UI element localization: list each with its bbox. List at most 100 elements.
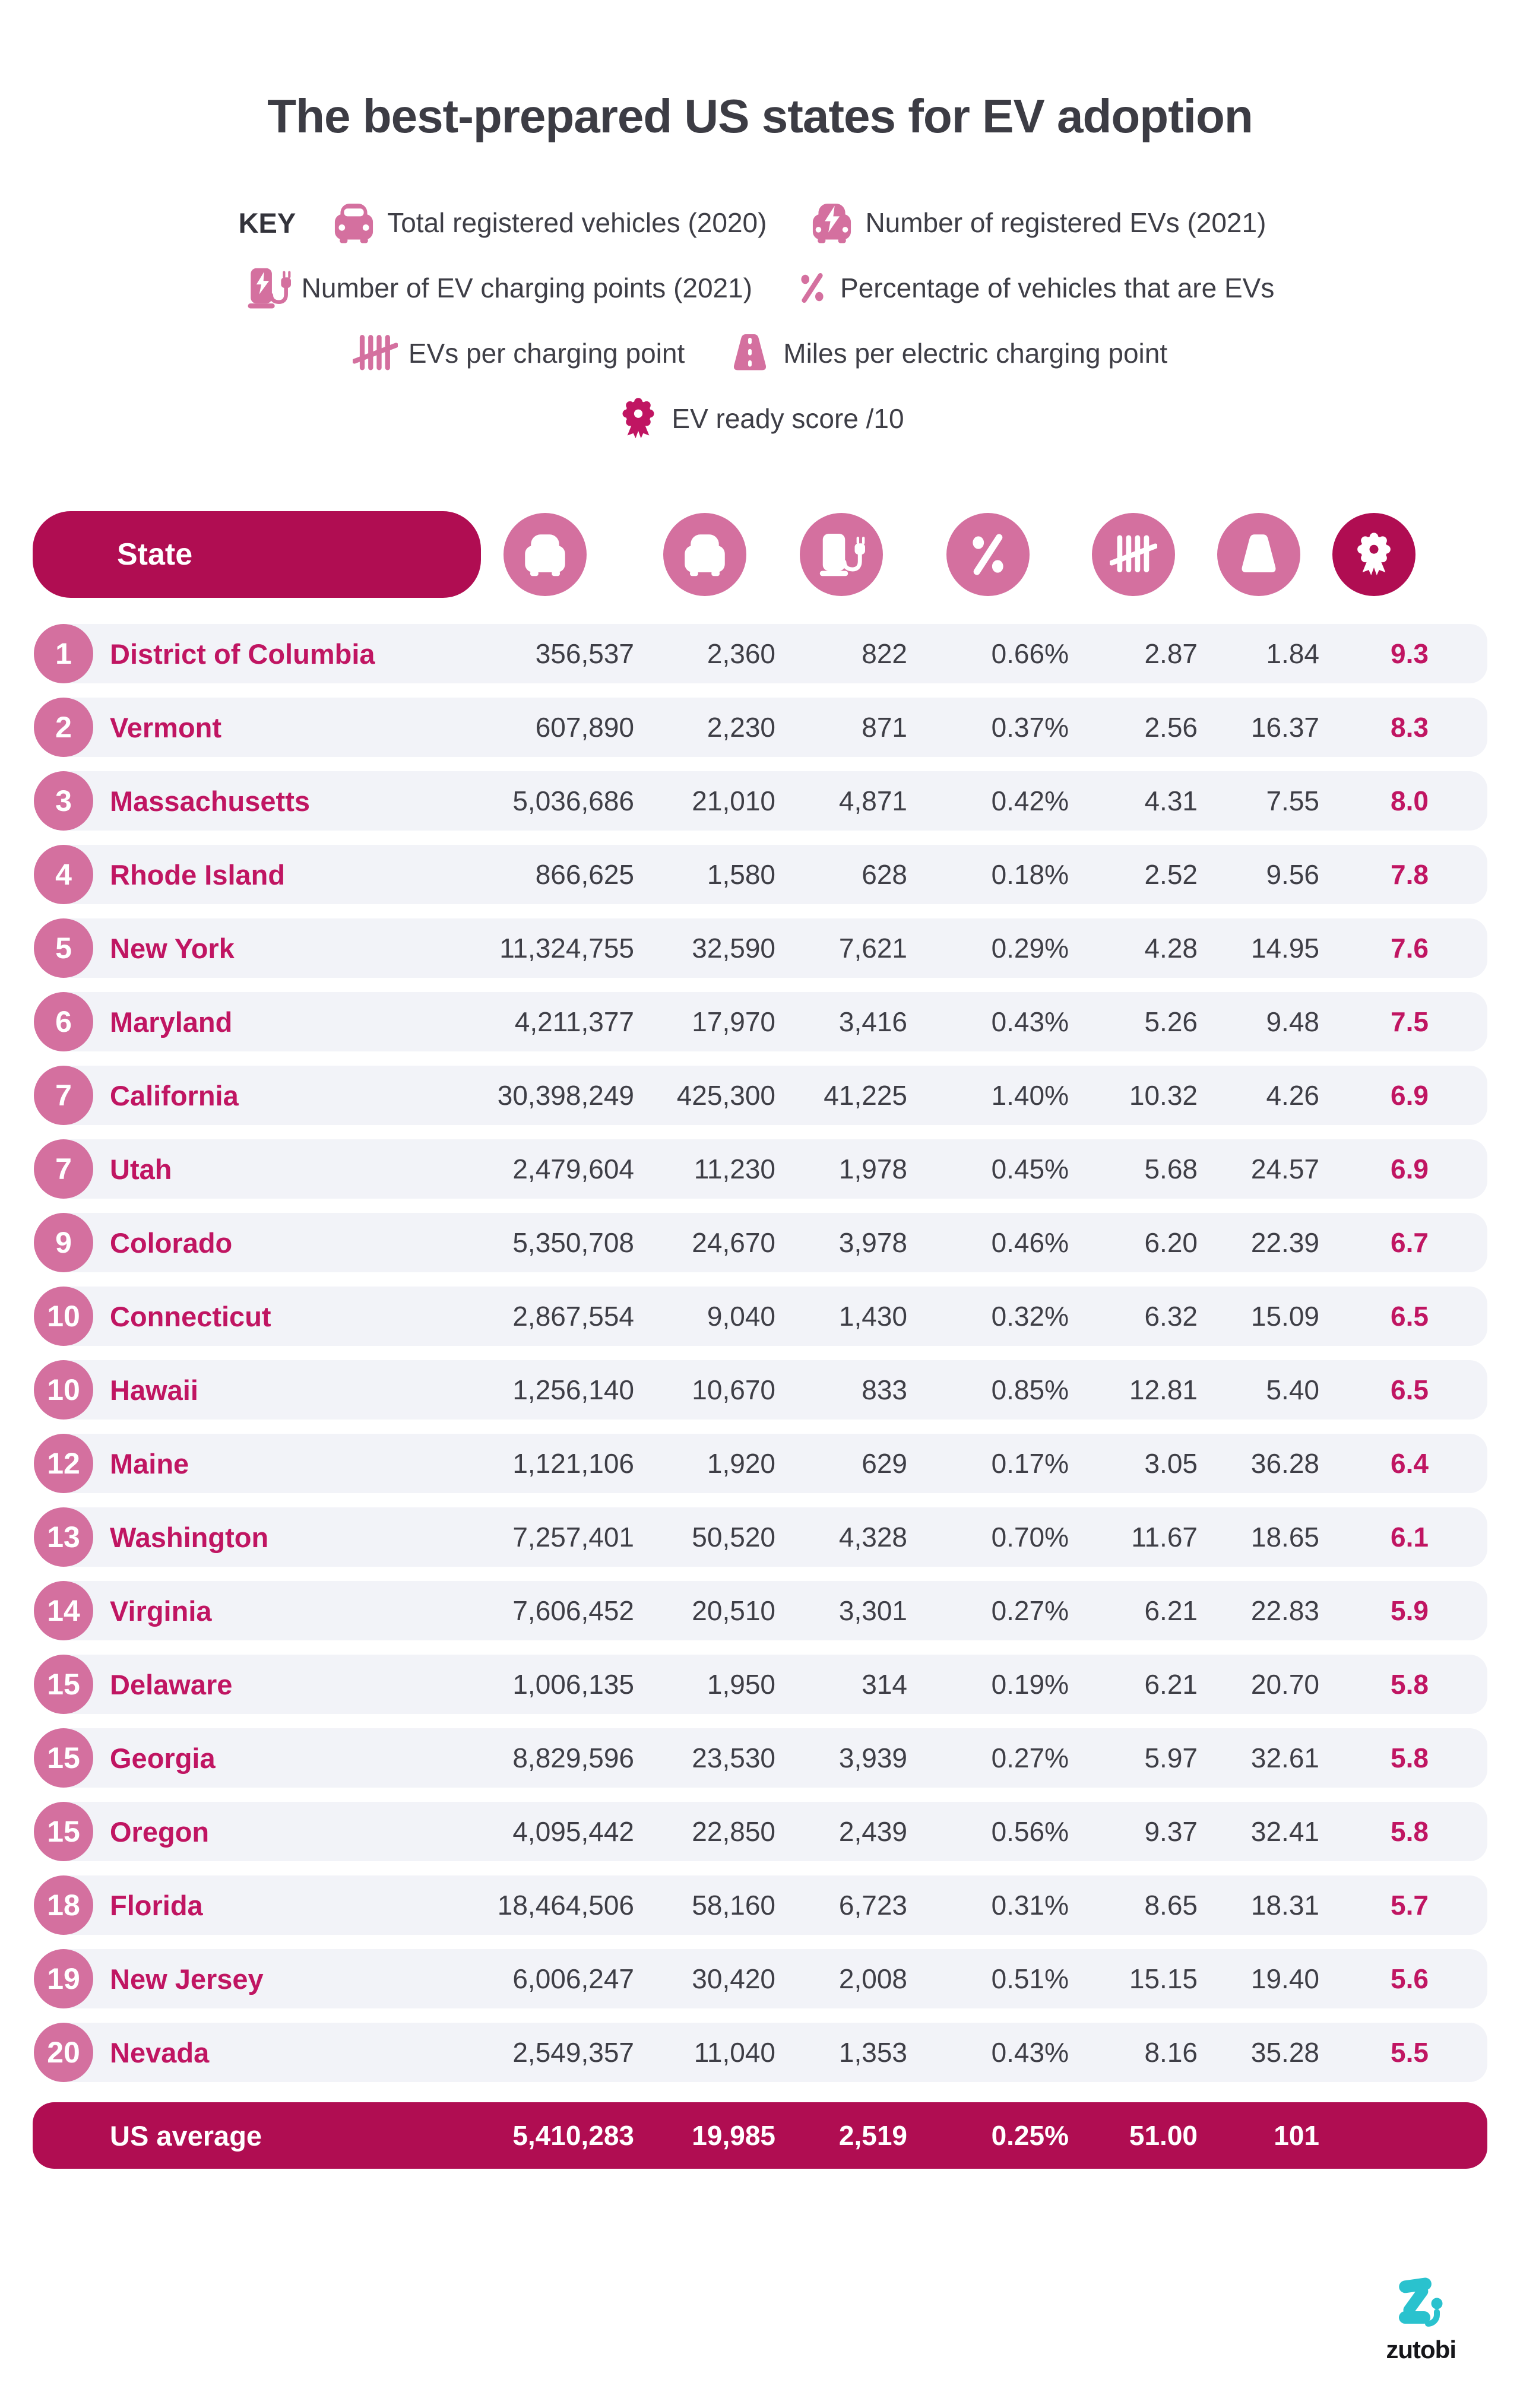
average-value-cell: 2,519	[838, 2120, 907, 2151]
row-pill: Connecticut 2,867,554 9,040 1,430 0.32% 6.32…	[53, 1287, 1487, 1346]
state-name: Washington	[110, 1521, 269, 1553]
key-line: KEY Total registered vehicles (2020) Numbe…	[0, 200, 1520, 245]
value-cell: 10.32	[1129, 1080, 1198, 1111]
value-cell: 0.43%	[991, 1006, 1069, 1037]
state-name: Maryland	[110, 1006, 233, 1038]
header-cell	[775, 513, 907, 596]
key-item: Number of EV charging points (2021)	[246, 265, 752, 310]
row-pill: Washington 7,257,401 50,520 4,328 0.70% 11.6…	[53, 1507, 1487, 1567]
value-cell: 1,353	[838, 2037, 907, 2068]
value-cell: 35.28	[1250, 2037, 1319, 2068]
key-item-label: Number of registered EVs (2021)	[865, 207, 1266, 238]
key-item-label: Total registered vehicles (2020)	[387, 207, 767, 238]
table-row: California 30,398,249 425,300 41,225 1.40% 1…	[33, 1066, 1487, 1125]
key-line: Number of EV charging points (2021) Perce…	[0, 265, 1520, 310]
value-cell: 1,978	[838, 1154, 907, 1184]
state-name: Oregon	[110, 1815, 210, 1848]
row-pill: Massachusetts 5,036,686 21,010 4,871 0.42% 4…	[53, 771, 1487, 831]
score-cell: 6.9	[1391, 1154, 1429, 1184]
value-cell: 1,006,135	[512, 1669, 634, 1700]
value-cell: 356,537	[535, 638, 634, 669]
percent-icon	[795, 271, 829, 305]
value-cell: 4.31	[1144, 785, 1198, 816]
rank-badge: 13	[34, 1507, 93, 1567]
value-cell: 822	[862, 638, 907, 669]
value-cell: 425,300	[676, 1080, 775, 1111]
value-cell: 30,398,249	[497, 1080, 634, 1111]
charging-point-icon	[800, 513, 883, 596]
rank-badge: 10	[34, 1287, 93, 1346]
rank-badge: 4	[34, 845, 93, 904]
value-cell: 8,829,596	[512, 1742, 634, 1773]
score-cell: 6.1	[1391, 1522, 1429, 1552]
row-pill: Delaware 1,006,135 1,950 314 0.19% 6.21 20.70…	[53, 1655, 1487, 1714]
table-row: Vermont 607,890 2,230 871 0.37% 2.56 16.37 8.3…	[33, 698, 1487, 757]
table-row: New Jersey 6,006,247 30,420 2,008 0.51% 15.1…	[33, 1949, 1487, 2008]
state-column-header: State	[33, 511, 481, 598]
brand-name: zutobi	[1386, 2336, 1456, 2363]
value-cell: 22.83	[1250, 1595, 1319, 1626]
state-name: California	[110, 1079, 239, 1111]
key-line: EVs per charging point Miles per electric…	[0, 331, 1520, 376]
row-pill: New Jersey 6,006,247 30,420 2,008 0.51% 15.1…	[53, 1949, 1487, 2008]
average-label: US average	[110, 2119, 262, 2152]
value-cell: 2,549,357	[512, 2037, 634, 2068]
value-cell: 2,867,554	[512, 1301, 634, 1332]
value-cell: 5.40	[1266, 1374, 1319, 1405]
score-cell: 5.5	[1391, 2037, 1429, 2068]
value-cell: 4.28	[1144, 933, 1198, 964]
score-cell: 6.7	[1391, 1227, 1429, 1258]
state-name: Massachusetts	[110, 785, 310, 817]
state-header-label: State	[117, 537, 193, 572]
road-icon	[1217, 513, 1300, 596]
value-cell: 10,670	[692, 1374, 775, 1405]
average-value-cell: 5,410,283	[512, 2120, 634, 2151]
value-cell: 30,420	[692, 1963, 775, 1994]
value-cell: 0.85%	[991, 1374, 1069, 1405]
key-label: KEY	[238, 207, 296, 239]
award-icon	[616, 396, 661, 441]
value-cell: 6.20	[1144, 1227, 1198, 1258]
rank-badge: 7	[34, 1066, 93, 1125]
row-pill: Georgia 8,829,596 23,530 3,939 0.27% 5.97 32.…	[53, 1728, 1487, 1788]
state-name: Nevada	[110, 2036, 210, 2068]
value-cell: 2,230	[707, 712, 775, 743]
value-cell: 24.57	[1250, 1154, 1319, 1184]
road-icon	[727, 331, 772, 376]
state-name: Maine	[110, 1447, 189, 1479]
score-cell: 9.3	[1391, 638, 1429, 669]
value-cell: 32,590	[692, 933, 775, 964]
rank-badge: 10	[34, 1360, 93, 1420]
score-cell: 8.3	[1391, 712, 1429, 743]
table-row: District of Columbia 356,537 2,360 822 0.66…	[33, 624, 1487, 683]
value-cell: 9.48	[1266, 1006, 1319, 1037]
us-average-row: US average 5,410,283 19,985 2,519 0.25% 51.0…	[33, 2102, 1487, 2169]
value-cell: 6,006,247	[512, 1963, 634, 1994]
value-cell: 11,040	[694, 2037, 775, 2068]
value-cell: 32.61	[1250, 1742, 1319, 1773]
value-cell: 2.52	[1144, 859, 1198, 890]
value-cell: 2,479,604	[512, 1154, 634, 1184]
value-cell: 1,920	[707, 1448, 775, 1479]
award-icon	[1332, 513, 1416, 596]
value-cell: 20,510	[692, 1595, 775, 1626]
score-cell: 6.5	[1391, 1301, 1429, 1332]
value-cell: 0.51%	[991, 1963, 1069, 1994]
rank-badge: 6	[34, 992, 93, 1051]
value-cell: 833	[862, 1374, 907, 1405]
ev-car-icon	[809, 200, 854, 245]
value-cell: 0.17%	[991, 1448, 1069, 1479]
value-cell: 4.26	[1266, 1080, 1319, 1111]
value-cell: 7,621	[838, 933, 907, 964]
score-cell: 5.7	[1391, 1890, 1429, 1921]
score-cell: 8.0	[1391, 785, 1429, 816]
value-cell: 15.15	[1129, 1963, 1198, 1994]
score-cell: 7.6	[1391, 933, 1429, 964]
value-cell: 0.45%	[991, 1154, 1069, 1184]
table-row: Hawaii 1,256,140 10,670 833 0.85% 12.81 5.40 6…	[33, 1360, 1487, 1420]
table-row: New York 11,324,755 32,590 7,621 0.29% 4.28 1…	[33, 918, 1487, 978]
value-cell: 12.81	[1129, 1374, 1198, 1405]
header-cell	[634, 513, 775, 596]
score-cell: 7.8	[1391, 859, 1429, 890]
